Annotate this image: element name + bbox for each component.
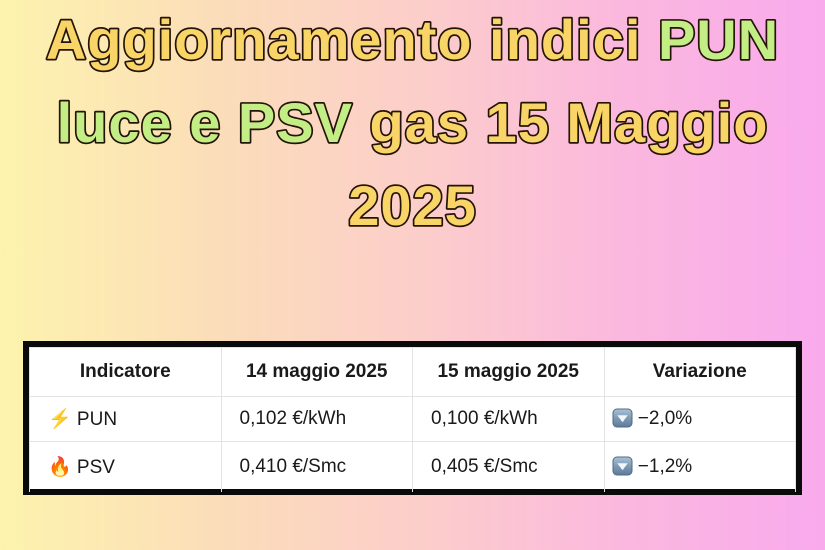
svg-text:2025: 2025 — [348, 174, 477, 237]
svg-text:Aggiornamento indici PUN: Aggiornamento indici PUN — [46, 8, 779, 71]
svg-text:luce e PSV gas 15 Maggio: luce e PSV gas 15 Maggio — [57, 91, 769, 154]
